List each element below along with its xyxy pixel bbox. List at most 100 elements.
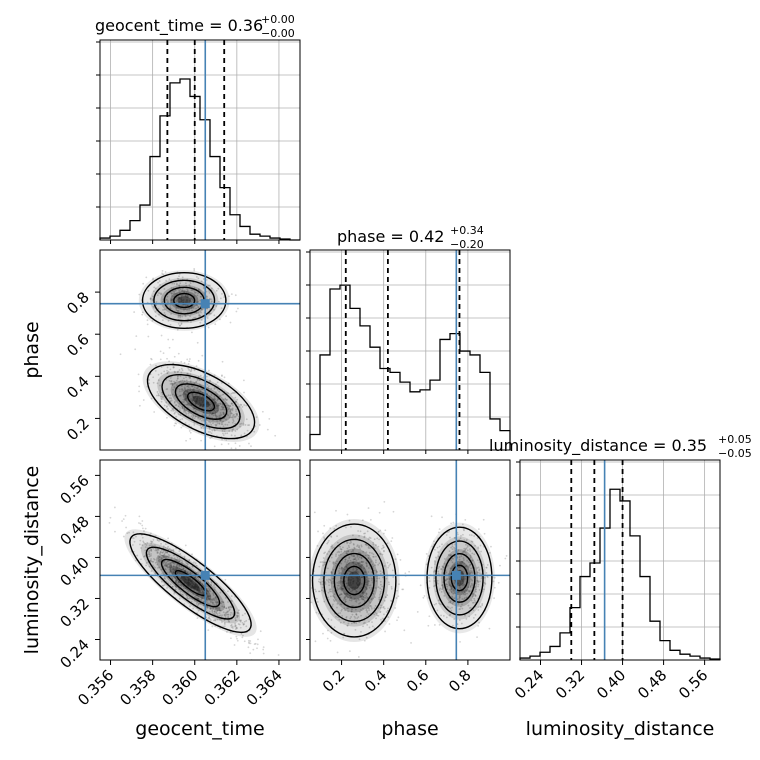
- scatter-point: [160, 580, 163, 583]
- scatter-geocent-time-vs-phase-panel: [99, 249, 301, 457]
- scatter-point: [467, 586, 470, 589]
- scatter-point: [216, 398, 219, 401]
- scatter-point: [223, 606, 226, 609]
- scatter-point: [475, 588, 477, 591]
- scatter-point: [366, 611, 369, 614]
- scatter-point: [211, 610, 214, 613]
- scatter-point: [448, 550, 451, 553]
- scatter-point: [196, 401, 198, 403]
- scatter-point: [362, 596, 365, 599]
- scatter-point: [330, 590, 333, 593]
- scatter-point: [218, 414, 221, 417]
- scatter-point: [165, 388, 168, 391]
- scatter-point: [195, 407, 197, 410]
- scatter-point: [183, 579, 186, 582]
- scatter-point: [190, 571, 192, 574]
- scatter-point: [158, 280, 161, 282]
- scatter-point: [160, 568, 163, 571]
- scatter-point: [352, 580, 355, 583]
- scatter-point: [208, 403, 211, 405]
- scatter-point: [368, 626, 371, 629]
- scatter-point: [328, 588, 331, 591]
- scatter-point: [475, 590, 477, 593]
- x-axis-label-geocent-time: geocent_time: [135, 718, 264, 740]
- scatter-point: [221, 430, 224, 432]
- scatter-point: [214, 595, 217, 598]
- scatter-point: [469, 563, 472, 566]
- scatter-point: [357, 571, 360, 574]
- scatter-point: [206, 401, 209, 404]
- scatter-point: [365, 609, 368, 612]
- scatter-point: [221, 421, 223, 424]
- scatter-point: [174, 576, 176, 578]
- scatter-point: [355, 581, 358, 584]
- scatter-point: [145, 564, 148, 567]
- scatter-point: [368, 580, 370, 582]
- scatter-point: [458, 538, 460, 541]
- scatter-point: [158, 292, 161, 295]
- scatter-point: [144, 542, 147, 545]
- scatter-point: [229, 405, 232, 407]
- scatter-point: [157, 379, 160, 382]
- scatter-point: [242, 623, 245, 626]
- scatter-point: [469, 554, 472, 557]
- scatter-point: [196, 587, 198, 589]
- scatter-point: [209, 416, 212, 419]
- scatter-point: [210, 606, 212, 609]
- scatter-point: [353, 558, 356, 561]
- scatter-point: [344, 595, 347, 598]
- scatter-point: [244, 612, 246, 615]
- scatter-point: [328, 578, 331, 581]
- scatter-point: [206, 599, 209, 602]
- scatter-point: [331, 571, 333, 574]
- scatter-point: [191, 417, 194, 419]
- scatter-point: [152, 376, 155, 379]
- scatter-point: [461, 560, 464, 563]
- scatter-point: [473, 535, 476, 537]
- scatter-point: [367, 582, 370, 585]
- scatter-point: [188, 283, 191, 286]
- scatter-point: [195, 399, 198, 402]
- scatter-point: [183, 408, 186, 411]
- scatter-point: [135, 559, 137, 562]
- scatter-point: [189, 381, 192, 384]
- scatter-point: [451, 596, 454, 599]
- scatter-point: [356, 555, 359, 558]
- scatter-point: [194, 291, 197, 294]
- scatter-point: [196, 601, 198, 603]
- scatter-point: [371, 578, 374, 580]
- scatter-point: [221, 374, 223, 377]
- scatter-point: [175, 564, 178, 567]
- scatter-point: [174, 381, 177, 384]
- scatter-point: [343, 632, 345, 635]
- scatter-point: [202, 287, 205, 290]
- scatter-point: [438, 528, 441, 531]
- scatter-point: [208, 290, 210, 292]
- scatter-point: [154, 566, 157, 569]
- scatter-point: [338, 572, 341, 575]
- scatter-point: [232, 611, 235, 614]
- scatter-point: [359, 548, 362, 550]
- scatter-point: [274, 434, 277, 437]
- scatter-point: [231, 430, 234, 433]
- scatter-point: [189, 572, 192, 575]
- scatter-point: [197, 588, 200, 590]
- scatter-point: [368, 551, 371, 554]
- scatter-point: [348, 584, 351, 587]
- scatter-point: [187, 583, 190, 585]
- scatter-point: [380, 547, 383, 550]
- scatter-point: [228, 421, 230, 424]
- scatter-point: [154, 370, 157, 372]
- scatter-point: [173, 401, 176, 404]
- scatter-point: [277, 654, 280, 656]
- scatter-point: [408, 570, 411, 573]
- scatter-point: [374, 605, 377, 607]
- scatter-point: [196, 597, 199, 600]
- scatter-point: [365, 575, 367, 578]
- scatter-point: [177, 316, 180, 318]
- scatter-point: [371, 625, 374, 628]
- scatter-point: [218, 455, 220, 457]
- scatter-point: [161, 269, 164, 272]
- scatter-point: [186, 584, 189, 586]
- scatter-point: [208, 292, 211, 294]
